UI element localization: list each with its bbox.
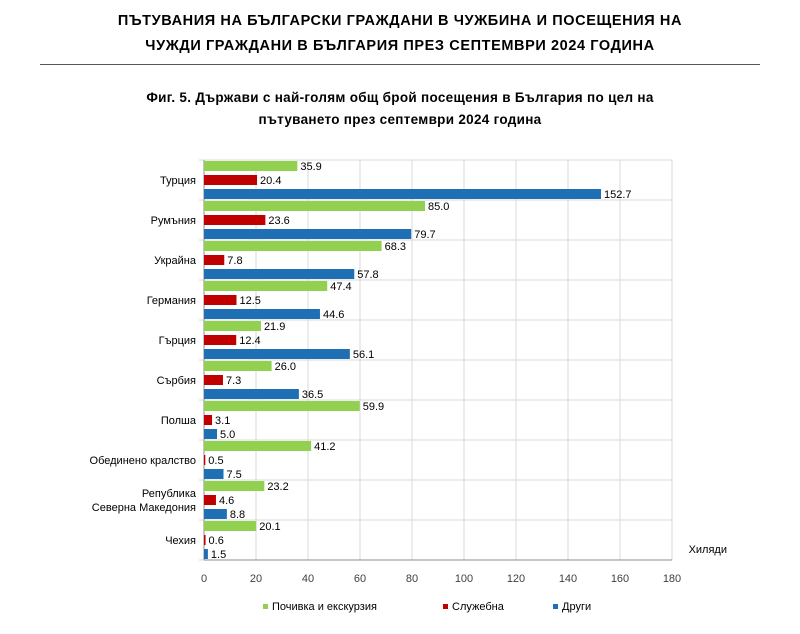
bar-other <box>204 309 320 319</box>
data-label: 0.6 <box>209 535 224 547</box>
bar-other <box>204 189 602 199</box>
unit-label: Хиляди <box>689 544 727 556</box>
data-label: 5.0 <box>220 429 235 441</box>
data-label: 59.9 <box>363 401 384 413</box>
data-label: 57.8 <box>357 269 378 281</box>
category-label: Румъния <box>151 215 196 227</box>
data-label: 36.5 <box>302 389 323 401</box>
bar-leisure <box>204 201 425 211</box>
data-label: 23.2 <box>267 481 288 493</box>
x-tick-label: 60 <box>354 573 366 585</box>
data-label: 26.0 <box>275 361 296 373</box>
data-label: 7.5 <box>227 469 242 481</box>
data-label: 35.9 <box>300 161 321 173</box>
data-label: 47.4 <box>330 281 351 293</box>
x-tick-label: 0 <box>201 573 207 585</box>
x-tick-label: 80 <box>406 573 418 585</box>
data-label: 12.4 <box>239 335 260 347</box>
data-label: 8.8 <box>230 509 245 521</box>
category-label: Украйна <box>154 255 197 267</box>
bar-other <box>204 549 208 559</box>
figure-title-line-1: Фиг. 5. Държави с най-голям общ брой пос… <box>146 90 654 105</box>
category-label: Турция <box>160 175 196 187</box>
figure-title-line-2: пътуването през септември 2024 година <box>258 112 542 127</box>
bar-leisure <box>204 241 382 251</box>
bar-business <box>204 535 206 545</box>
bar-other <box>204 349 350 359</box>
bar-other <box>204 469 224 479</box>
bar-other <box>204 229 412 239</box>
bar-other <box>204 389 299 399</box>
data-label: 7.8 <box>227 255 242 267</box>
data-label: 1.5 <box>211 549 226 561</box>
document-title: ПЪТУВАНИЯ НА БЪЛГАРСКИ ГРАЖДАНИ В ЧУЖБИН… <box>40 9 760 59</box>
x-tick-label: 100 <box>455 573 473 585</box>
category-label: Полша <box>161 415 197 427</box>
bar-business <box>204 335 237 345</box>
category-label: Гърция <box>159 335 196 347</box>
bar-business <box>204 375 223 385</box>
data-label: 7.3 <box>226 375 241 387</box>
document-title-line-2: ЧУЖДИ ГРАЖДАНИ В БЪЛГАРИЯ ПРЕЗ СЕПТЕМВРИ… <box>145 38 655 54</box>
data-label: 68.3 <box>385 241 406 253</box>
bar-leisure <box>204 281 328 291</box>
bar-leisure <box>204 521 257 531</box>
legend-label: Почивка и екскурзия <box>272 601 377 613</box>
category-label: Сърбия <box>157 375 196 387</box>
bar-business <box>204 255 225 265</box>
bar-leisure <box>204 481 265 491</box>
x-tick-label: 20 <box>250 573 262 585</box>
data-label: 20.1 <box>259 521 280 533</box>
bar-business <box>204 295 237 305</box>
bar-other <box>204 269 355 279</box>
x-tick-label: 140 <box>559 573 577 585</box>
bar-business <box>204 175 258 185</box>
legend-swatch <box>263 604 268 609</box>
category-label: Обединено кралство <box>90 455 196 467</box>
data-label: 79.7 <box>414 229 435 241</box>
data-label: 3.1 <box>215 415 230 427</box>
bar-business <box>204 415 213 425</box>
x-tick-label: 40 <box>302 573 314 585</box>
legend-swatch <box>443 604 448 609</box>
x-tick-label: 180 <box>663 573 681 585</box>
legend-swatch <box>553 604 558 609</box>
bar-other <box>204 509 227 519</box>
data-label: 0.5 <box>208 455 223 467</box>
data-label: 20.4 <box>260 175 281 187</box>
title-divider <box>40 64 760 65</box>
bar-leisure <box>204 441 312 451</box>
data-label: 41.2 <box>314 441 335 453</box>
bar-business <box>204 215 266 225</box>
bar-business <box>204 455 206 465</box>
bar-leisure <box>204 361 272 371</box>
figure-title: Фиг. 5. Държави с най-голям общ брой пос… <box>40 87 760 131</box>
data-label: 152.7 <box>604 189 632 201</box>
x-tick-label: 160 <box>611 573 629 585</box>
data-label: 56.1 <box>353 349 374 361</box>
data-label: 44.6 <box>323 309 344 321</box>
bar-leisure <box>204 401 360 411</box>
data-label: 4.6 <box>219 495 234 507</box>
category-label: Германия <box>147 295 196 307</box>
document-title-line-1: ПЪТУВАНИЯ НА БЪЛГАРСКИ ГРАЖДАНИ В ЧУЖБИН… <box>117 13 683 29</box>
data-label: 12.5 <box>240 295 261 307</box>
legend-label: Служебна <box>452 601 505 613</box>
bar-other <box>204 429 217 439</box>
x-tick-label: 120 <box>507 573 525 585</box>
bar-leisure <box>204 321 261 331</box>
category-label: Чехия <box>165 535 196 547</box>
data-label: 23.6 <box>268 215 289 227</box>
bar-business <box>204 495 216 505</box>
bar-leisure <box>204 161 298 171</box>
data-label: 85.0 <box>428 201 449 213</box>
data-label: 21.9 <box>264 321 285 333</box>
category-label: Република Северна Македония <box>92 488 197 514</box>
legend-label: Други <box>562 601 591 613</box>
